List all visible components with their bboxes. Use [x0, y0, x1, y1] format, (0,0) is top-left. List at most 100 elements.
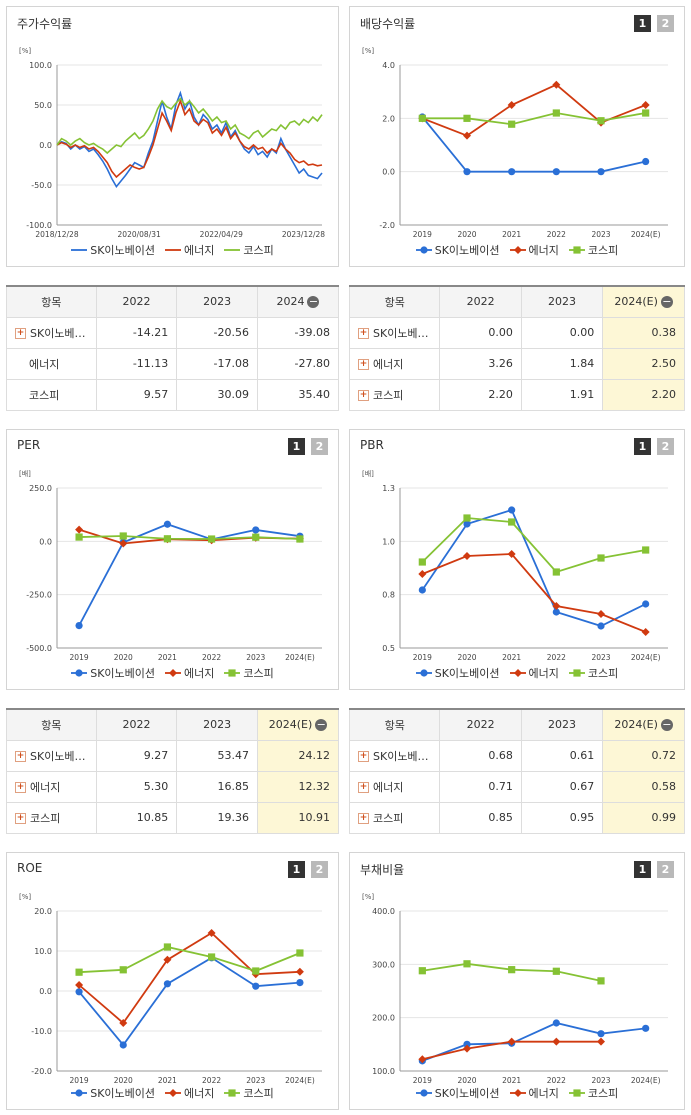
- x-tick-label: 2020: [457, 653, 476, 662]
- value-cell: 10.91: [256, 801, 340, 834]
- series-line-sk: [78, 956, 300, 1047]
- expand-icon[interactable]: +: [15, 328, 26, 339]
- x-tick-label: 2024(E): [285, 653, 315, 662]
- legend-item-energy[interactable]: 에너지: [165, 665, 214, 681]
- row-name-cell: + SK이노베…: [348, 316, 441, 349]
- data-point-sk: [508, 168, 516, 176]
- table-row: 에너지 -11.13 -17.08 -27.80: [6, 347, 340, 380]
- data-point-kospi: [552, 967, 560, 975]
- row-name-label: SK이노베…: [30, 749, 86, 763]
- series-line-sk: [421, 508, 647, 627]
- legend-item-kospi[interactable]: 코스피: [568, 242, 618, 258]
- page-2-button[interactable]: 2: [657, 438, 674, 455]
- legend-item-energy[interactable]: 에너지: [509, 665, 559, 681]
- series-markers-kospi: [418, 960, 605, 985]
- collapse-icon[interactable]: −: [660, 718, 673, 732]
- row-name-label: 에너지: [30, 780, 61, 794]
- expand-icon[interactable]: +: [358, 390, 369, 401]
- page-2-button[interactable]: 2: [657, 861, 674, 878]
- header-label: 2023: [203, 718, 232, 732]
- series-markers-kospi: [75, 943, 304, 976]
- expand-icon[interactable]: +: [358, 751, 369, 762]
- legend-item-sk[interactable]: SK이노베이션: [71, 1085, 155, 1101]
- legend-item-sk[interactable]: SK이노베이션: [71, 665, 155, 681]
- header-label: 2023: [548, 718, 577, 732]
- value-cell: 53.47: [176, 739, 258, 772]
- legend-label: 코스피: [243, 244, 274, 257]
- column-header-year: 2023: [176, 708, 258, 741]
- x-tick-label: 2020: [457, 1076, 476, 1085]
- x-tick-label: 2024(E): [631, 1076, 661, 1085]
- column-header-item: 항목: [348, 285, 441, 318]
- legend-item-sk[interactable]: SK이노베이션: [415, 242, 500, 258]
- expand-icon[interactable]: +: [358, 813, 369, 824]
- stock-return-table: 항목 2022 2023 2024− + SK이노베… -14.21 -20.56 -39.08…: [6, 285, 340, 411]
- legend-item-energy[interactable]: 에너지: [165, 1085, 214, 1101]
- legend-marker-sk: [75, 669, 83, 677]
- legend-item-energy[interactable]: 에너지: [509, 1085, 559, 1101]
- legend-item-kospi[interactable]: 코스피: [568, 665, 618, 681]
- x-tick-label: 2023: [591, 230, 610, 239]
- page-1-button[interactable]: 1: [288, 861, 305, 878]
- legend-item-sk[interactable]: SK이노베이션: [71, 242, 155, 258]
- legend-item-kospi[interactable]: 코스피: [568, 1085, 619, 1101]
- legend-item-energy[interactable]: 에너지: [509, 242, 559, 258]
- dividend-yield-table: 항목 2022 2023 2024(E) − + SK이노베… 0.00 0.00 0.38 + 에너…: [348, 285, 685, 411]
- legend-item-sk[interactable]: SK이노베이션: [415, 1085, 500, 1101]
- collapse-icon[interactable]: −: [307, 295, 320, 309]
- expand-icon[interactable]: +: [358, 328, 369, 339]
- page-1-button[interactable]: 1: [634, 438, 651, 455]
- row-name-label: SK이노베…: [373, 326, 429, 340]
- page-1-button[interactable]: 1: [634, 861, 651, 878]
- data-point-energy: [463, 1044, 471, 1053]
- value-cell: 0.99: [602, 801, 685, 834]
- legend-swatch-kospi: [568, 246, 585, 254]
- legend-swatch-energy: [165, 669, 182, 677]
- data-point-sk: [597, 1030, 605, 1038]
- legend-item-kospi[interactable]: 코스피: [224, 1085, 274, 1101]
- expand-icon[interactable]: +: [358, 782, 369, 793]
- legend-label: 에너지: [184, 1087, 215, 1100]
- legend-swatch-kospi: [224, 249, 241, 251]
- value-cell: 0.67: [520, 770, 604, 803]
- legend-item-kospi[interactable]: 코스피: [224, 242, 274, 258]
- row-name-label: 코스피: [373, 811, 404, 825]
- value-cell: -11.13: [95, 347, 178, 380]
- x-tick-label: 2019: [413, 653, 432, 662]
- legend-item-sk[interactable]: SK이노베이션: [415, 665, 500, 681]
- expand-icon[interactable]: +: [15, 813, 26, 824]
- legend-label: 코스피: [587, 1087, 619, 1100]
- data-point-kospi: [418, 967, 426, 975]
- data-point-kospi: [508, 966, 516, 974]
- legend-item-energy[interactable]: 에너지: [165, 242, 214, 258]
- panel-title: 주가수익률: [17, 17, 73, 31]
- column-header-year: 2022: [439, 708, 522, 741]
- data-point-energy: [597, 1037, 605, 1046]
- expand-icon[interactable]: +: [15, 751, 26, 762]
- page-2-button[interactable]: 2: [657, 15, 674, 32]
- collapse-icon[interactable]: −: [660, 295, 673, 309]
- column-header-year: 2022: [439, 285, 522, 318]
- header-label: 항목: [384, 718, 405, 732]
- page-2-button[interactable]: 2: [311, 438, 328, 455]
- collapse-icon[interactable]: −: [315, 718, 328, 732]
- chart-legend: SK이노베이션 에너지 코스피: [350, 665, 684, 681]
- legend-marker-energy: [513, 1089, 522, 1097]
- data-point-sk: [463, 1040, 471, 1048]
- row-name-label: 코스피: [373, 388, 404, 402]
- data-point-sk: [252, 982, 260, 990]
- unit-label: [%]: [362, 893, 374, 901]
- row-name-label: 에너지: [29, 357, 60, 371]
- y-tick-label: 20.0: [34, 907, 52, 916]
- page-1-button[interactable]: 1: [288, 438, 305, 455]
- unit-label: [배]: [362, 469, 374, 478]
- expand-icon[interactable]: +: [15, 782, 26, 793]
- series-markers-energy: [75, 929, 304, 1027]
- page-2-button[interactable]: 2: [311, 861, 328, 878]
- page-1-button[interactable]: 1: [634, 15, 651, 32]
- row-name-label: SK이노베…: [30, 326, 86, 340]
- legend-item-kospi[interactable]: 코스피: [224, 665, 274, 681]
- pager: 1 2: [634, 861, 674, 878]
- expand-icon[interactable]: +: [358, 359, 369, 370]
